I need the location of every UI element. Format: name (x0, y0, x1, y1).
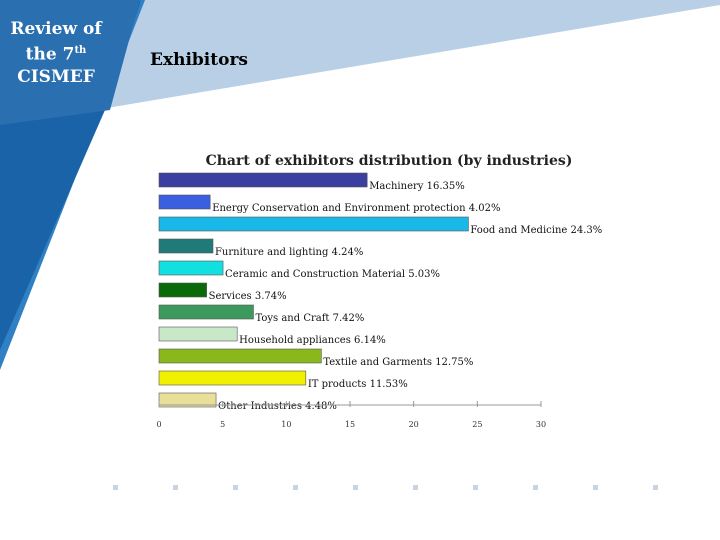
decorative-dot (533, 485, 538, 490)
bar-label-4: Ceramic and Construction Material 5.03% (225, 269, 440, 280)
sidebar-top-block (0, 0, 140, 125)
bar-7 (158, 326, 238, 342)
decorative-dot (653, 485, 658, 490)
sidebar-title-line1: Review of (10, 19, 102, 39)
x-tick-label-2: 10 (281, 420, 291, 429)
bar-label-0: Machinery 16.35% (369, 181, 465, 192)
sidebar-title-line2-text: the 7 (25, 44, 75, 65)
bar-8 (158, 348, 322, 364)
decorative-dot (353, 485, 358, 490)
sidebar-title-line2: the 7th (0, 40, 112, 66)
sidebar-title-line3: CISMEF (17, 66, 95, 87)
x-tick-label-5: 25 (472, 420, 482, 429)
sidebar-title: Review of the 7th CISMEF (0, 18, 112, 88)
x-tick-label-6: 30 (536, 420, 546, 429)
bar-label-3: Furniture and lighting 4.24% (215, 247, 363, 258)
decorative-dot (113, 485, 118, 490)
bar-label-1: Energy Conservation and Environment prot… (212, 203, 500, 214)
x-tick-label-0: 0 (156, 420, 161, 429)
x-tick-label-3: 15 (345, 420, 355, 429)
bar-label-6: Toys and Craft 7.42% (255, 313, 364, 324)
bar-label-7: Household appliances 6.14% (239, 335, 386, 346)
bar-label-8: Textile and Garments 12.75% (323, 357, 473, 368)
decorative-dot (593, 485, 598, 490)
bar-0 (158, 172, 368, 188)
bar-label-9: IT products 11.53% (308, 379, 408, 390)
bar-4 (158, 260, 224, 276)
bar-5 (158, 282, 207, 298)
decorative-dot (173, 485, 178, 490)
x-tick-label-4: 20 (409, 420, 419, 429)
bar-9 (158, 370, 307, 386)
bar-label-5: Services 3.74% (209, 291, 287, 302)
bar-label-2: Food and Medicine 24.3% (470, 225, 602, 236)
bar-1 (158, 194, 211, 210)
decorative-dot (473, 485, 478, 490)
decorative-dot (293, 485, 298, 490)
bar-6 (158, 304, 254, 320)
bar-10 (158, 392, 217, 408)
slide-title: Exhibitors (150, 50, 248, 70)
x-tick-label-1: 5 (220, 420, 225, 429)
bar-label-10: Other Industries 4.48% (218, 401, 337, 412)
bar-2 (158, 216, 469, 232)
bar-3 (158, 238, 214, 254)
decorative-dot (413, 485, 418, 490)
sidebar-title-line2-sup: th (74, 45, 87, 56)
chart-title: Chart of exhibitors distribution (by ind… (206, 153, 573, 169)
header-band-light (0, 0, 720, 110)
decorative-dot (233, 485, 238, 490)
